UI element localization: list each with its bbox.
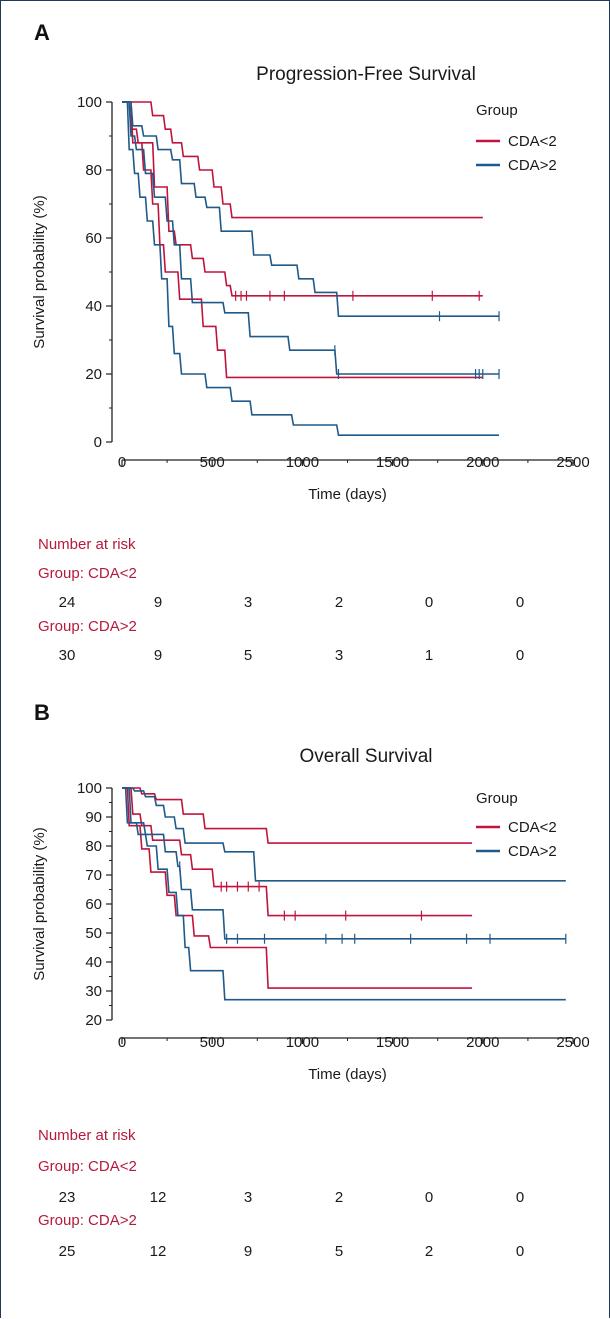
risk-group-label: Group: CDA>2 xyxy=(38,618,137,635)
x-tick-label: 2000 xyxy=(466,454,499,471)
survival-curve-cda-gt2 xyxy=(122,101,499,317)
y-tick-label: 50 xyxy=(85,925,102,942)
risk-table-heading: Number at risk xyxy=(38,536,136,553)
risk-table-heading: Number at risk xyxy=(38,1127,136,1144)
y-tick-label: 60 xyxy=(85,896,102,913)
risk-count: 3 xyxy=(244,594,252,611)
y-tick-label: 100 xyxy=(77,780,102,797)
survival-curve-cda-gt2 xyxy=(122,787,566,1001)
risk-count: 5 xyxy=(244,647,252,664)
risk-count: 2 xyxy=(335,594,343,611)
x-axis-label: Time (days) xyxy=(308,1066,387,1083)
y-axis-label: Survival probability (%) xyxy=(31,195,48,348)
legend-item-cda-gt2: CDA>2 xyxy=(508,157,557,174)
y-tick-label: 30 xyxy=(85,983,102,1000)
risk-count: 0 xyxy=(516,1189,524,1206)
chart-title: Progression-Free Survival xyxy=(256,64,476,85)
risk-count: 0 xyxy=(516,1243,524,1260)
risk-count: 30 xyxy=(59,647,76,664)
risk-count: 9 xyxy=(154,594,162,611)
survival-curve-cda-gt2 xyxy=(122,101,499,375)
risk-count: 3 xyxy=(244,1189,252,1206)
x-tick-label: 0 xyxy=(118,454,126,471)
x-axis-label: Time (days) xyxy=(308,486,387,503)
legend-title: Group xyxy=(476,102,518,119)
risk-count: 3 xyxy=(335,647,343,664)
survival-curve-cda-lt2 xyxy=(122,101,483,297)
chart-title: Overall Survival xyxy=(299,746,432,767)
y-tick-label: 100 xyxy=(77,94,102,111)
risk-count: 12 xyxy=(150,1189,167,1206)
survival-curve-cda-lt2 xyxy=(122,101,483,379)
y-tick-label: 80 xyxy=(85,162,102,179)
risk-count: 0 xyxy=(516,594,524,611)
survival-curve-cda-lt2 xyxy=(122,787,472,844)
y-tick-label: 40 xyxy=(85,954,102,971)
risk-group-label: Group: CDA<2 xyxy=(38,565,137,582)
legend-item-cda-gt2: CDA>2 xyxy=(508,843,557,860)
legend: Group CDA<2 CDA>2 xyxy=(476,790,557,860)
risk-table: Number at risk Group: CDA<2 24 9 3 2 0 0 Group: … xyxy=(38,536,524,664)
risk-table: Number at risk Group: CDA<2 23 12 3 2 0 0 Group:… xyxy=(38,1127,524,1260)
risk-count: 2 xyxy=(425,1243,433,1260)
survival-curve-cda-gt2 xyxy=(122,787,566,882)
x-tick-label: 1000 xyxy=(286,454,319,471)
survival-curve-cda-gt2 xyxy=(122,101,499,436)
risk-count: 0 xyxy=(425,1189,433,1206)
legend: Group CDA<2 CDA>2 xyxy=(476,102,557,174)
risk-count: 1 xyxy=(425,647,433,664)
y-tick-label: 0 xyxy=(94,434,102,451)
panel-letter: B xyxy=(34,700,50,725)
legend-title: Group xyxy=(476,790,518,807)
x-tick-label: 500 xyxy=(200,454,225,471)
y-axis-label: Survival probability (%) xyxy=(31,827,48,980)
x-tick-label: 2500 xyxy=(556,454,589,471)
y-tick-label: 70 xyxy=(85,867,102,884)
y-tick-label: 20 xyxy=(85,366,102,383)
x-tick-label: 1500 xyxy=(376,1034,409,1051)
y-tick-label: 90 xyxy=(85,809,102,826)
y-tick-label: 40 xyxy=(85,298,102,315)
y-tick-label: 60 xyxy=(85,230,102,247)
risk-count: 24 xyxy=(59,594,76,611)
risk-count: 25 xyxy=(59,1243,76,1260)
survival-curve-cda-lt2 xyxy=(122,787,472,989)
risk-count: 5 xyxy=(335,1243,343,1260)
legend-item-cda-lt2: CDA<2 xyxy=(508,133,557,150)
survival-curve-cda-gt2 xyxy=(122,787,566,940)
risk-group-label: Group: CDA>2 xyxy=(38,1212,137,1229)
legend-item-cda-lt2: CDA<2 xyxy=(508,819,557,836)
risk-group-label: Group: CDA<2 xyxy=(38,1158,137,1175)
survival-curve-cda-lt2 xyxy=(122,101,483,219)
survival-curve-cda-lt2 xyxy=(122,787,472,917)
x-tick-label: 1000 xyxy=(286,1034,319,1051)
risk-count: 9 xyxy=(244,1243,252,1260)
risk-count: 2 xyxy=(335,1189,343,1206)
risk-count: 23 xyxy=(59,1189,76,1206)
x-tick-label: 500 xyxy=(200,1034,225,1051)
x-tick-label: 0 xyxy=(118,1034,126,1051)
panel-letter: A xyxy=(34,20,50,45)
x-tick-label: 2000 xyxy=(466,1034,499,1051)
y-tick-label: 80 xyxy=(85,838,102,855)
y-tick-label: 20 xyxy=(85,1012,102,1029)
risk-count: 12 xyxy=(150,1243,167,1260)
x-tick-label: 1500 xyxy=(376,454,409,471)
risk-count: 0 xyxy=(425,594,433,611)
risk-count: 0 xyxy=(516,647,524,664)
risk-count: 9 xyxy=(154,647,162,664)
x-tick-label: 2500 xyxy=(556,1034,589,1051)
